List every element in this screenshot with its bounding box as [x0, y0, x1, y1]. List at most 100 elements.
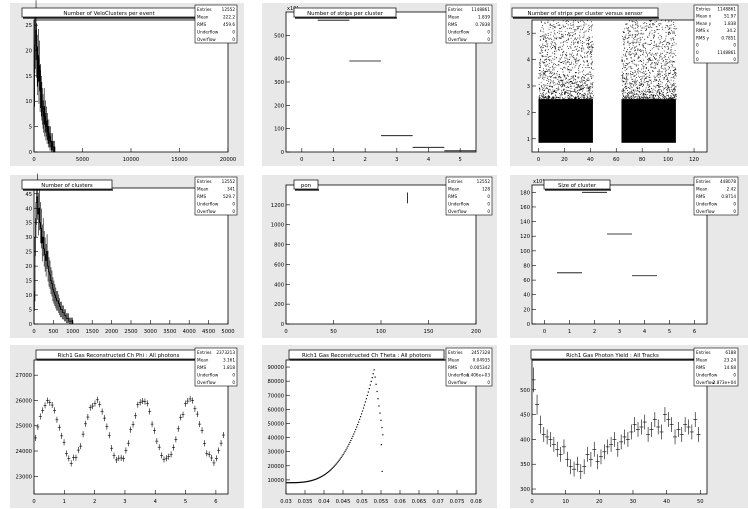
- scatter-point: [671, 86, 672, 88]
- scatter-point: [621, 56, 623, 58]
- scatter-point: [622, 97, 623, 99]
- scatter-point: [561, 99, 563, 100]
- scatter-point: [557, 97, 559, 98]
- data-point: [355, 428, 357, 431]
- scatter-point: [580, 89, 582, 90]
- scatter-point: [661, 82, 663, 84]
- stats-label: Mean: [696, 357, 708, 362]
- scatter-point: [549, 79, 551, 81]
- scatter-point: [565, 60, 567, 62]
- stats-label: RMS: [448, 194, 458, 199]
- scatter-point: [570, 54, 572, 56]
- scatter-point: [637, 93, 639, 95]
- scatter-point: [570, 75, 572, 77]
- scatter-point: [626, 96, 628, 98]
- scatter-point: [553, 24, 555, 26]
- scatter-point: [571, 41, 573, 43]
- scatter-point: [655, 54, 657, 56]
- scatter-point: [563, 76, 565, 78]
- scatter-point: [586, 87, 588, 89]
- data-point: [302, 481, 304, 483]
- scatter-point: [654, 31, 656, 33]
- data-point: [300, 481, 302, 483]
- scatter-point: [576, 85, 578, 87]
- scatter-point: [665, 70, 667, 71]
- scatter-point: [551, 41, 553, 43]
- scatter-point: [635, 53, 637, 54]
- scatter-point: [625, 66, 627, 68]
- scatter-point: [564, 30, 566, 32]
- scatter-point: [545, 84, 547, 86]
- scatter-point: [584, 98, 586, 100]
- scatter-point: [576, 81, 578, 83]
- scatter-point: [669, 31, 671, 33]
- scatter-point: [629, 51, 631, 52]
- scatter-point: [646, 73, 648, 75]
- data-point: [291, 482, 293, 484]
- scatter-point: [621, 91, 623, 93]
- stats-label: Overflow: [197, 380, 216, 385]
- scatter-point: [637, 64, 639, 66]
- x-tick-label: 5000: [221, 329, 234, 335]
- y-tick-label: 450: [520, 413, 530, 419]
- scatter-point: [539, 62, 541, 64]
- scatter-point: [673, 41, 675, 43]
- scatter-point: [541, 21, 542, 23]
- scatter-point: [666, 75, 668, 77]
- scatter-point: [652, 36, 654, 38]
- scatter-point: [576, 29, 578, 31]
- scatter-point: [650, 94, 652, 96]
- scatter-point: [636, 23, 638, 25]
- y-tick-label: 2: [527, 110, 530, 116]
- scatter-point: [592, 95, 594, 97]
- scatter-point: [665, 35, 667, 37]
- scatter-point: [635, 35, 637, 37]
- scatter-point: [577, 97, 579, 99]
- scatter-point: [549, 25, 551, 26]
- scatter-point: [668, 90, 670, 92]
- scatter-point: [630, 86, 632, 88]
- scatter-point: [591, 54, 593, 55]
- scatter-point: [590, 92, 592, 94]
- scatter-point: [653, 75, 655, 77]
- stats-label: Overflow: [197, 37, 216, 42]
- scatter-point: [645, 47, 646, 49]
- scatter-point: [628, 43, 630, 44]
- scatter-point: [628, 31, 630, 33]
- scatter-point: [588, 92, 590, 94]
- plot-frame: [285, 11, 477, 153]
- scatter-point: [542, 55, 544, 56]
- scatter-point: [622, 31, 624, 32]
- scatter-point: [669, 62, 671, 64]
- scatter-point: [663, 41, 665, 43]
- scatter-point: [576, 45, 578, 47]
- scatter-point: [554, 76, 556, 78]
- scatter-point: [553, 35, 554, 37]
- scatter-point: [630, 76, 632, 78]
- scatter-point: [542, 89, 544, 91]
- scatter-point: [561, 52, 563, 53]
- scatter-point: [622, 80, 624, 82]
- scatter-point: [646, 62, 648, 64]
- scatter-point: [570, 68, 572, 70]
- scatter-dense-block: [621, 99, 676, 143]
- scatter-point: [668, 72, 670, 74]
- scatter-point: [649, 31, 651, 33]
- scatter-point: [545, 96, 546, 98]
- scatter-point: [565, 90, 567, 92]
- scatter-point: [667, 26, 668, 28]
- scatter-point: [582, 76, 584, 77]
- scatter-point: [657, 91, 659, 93]
- scatter-point: [659, 93, 660, 95]
- scatter-point: [565, 57, 567, 59]
- data-point: [326, 471, 329, 474]
- scatter-point: [548, 68, 550, 70]
- scatter-point: [564, 57, 566, 59]
- scatter-point: [590, 82, 592, 84]
- scatter-point: [561, 45, 563, 47]
- stats-value: 1.406e+03: [467, 373, 491, 378]
- scatter-point: [671, 89, 673, 91]
- scatter-point: [629, 30, 631, 32]
- scatter-point: [548, 28, 550, 30]
- scatter-point: [649, 91, 650, 93]
